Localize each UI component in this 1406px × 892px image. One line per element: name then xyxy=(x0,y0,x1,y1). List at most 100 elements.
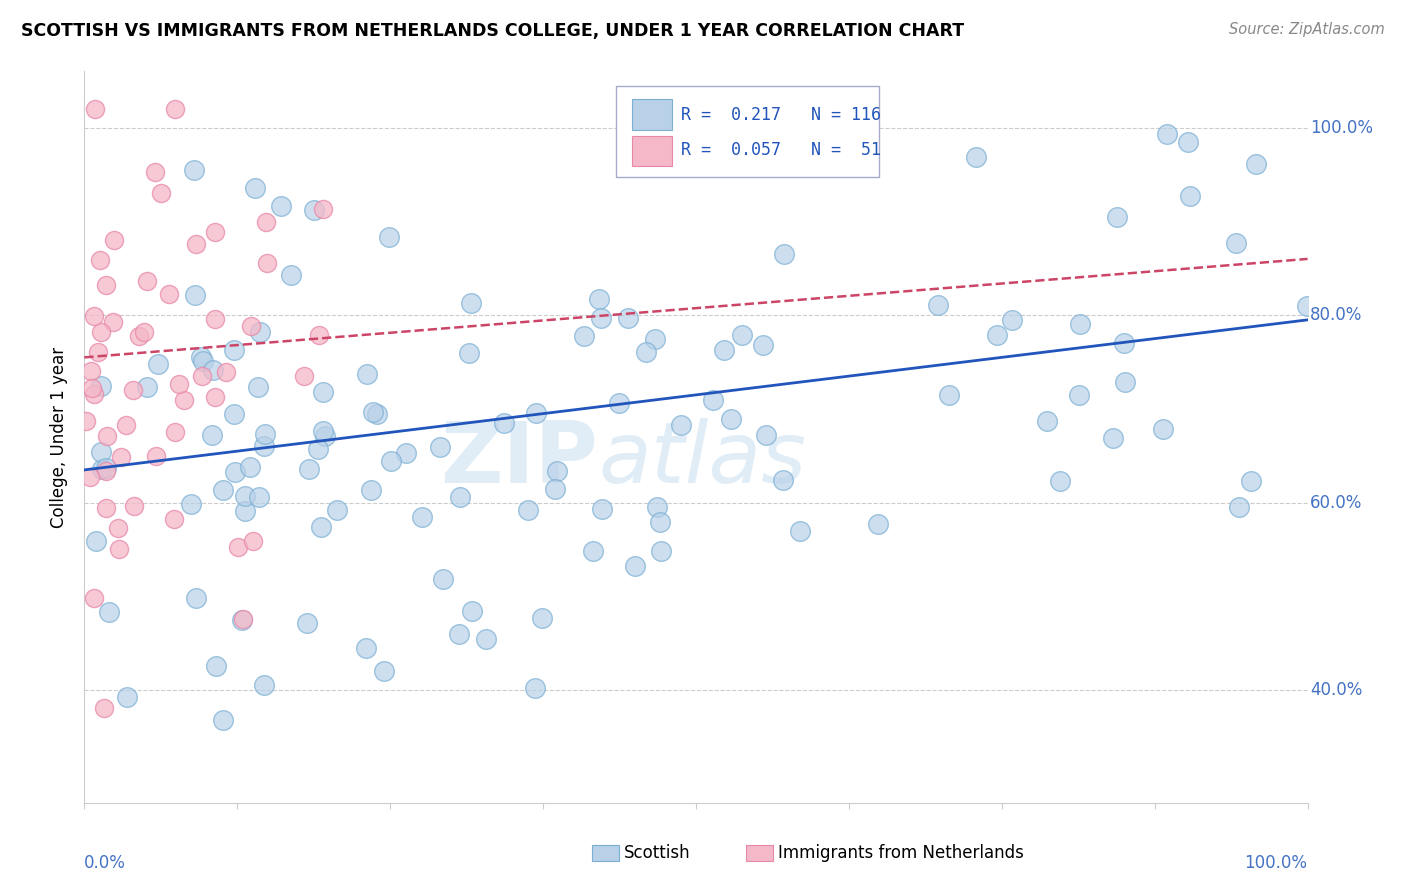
Point xyxy=(243,181,266,195)
Point xyxy=(517,503,540,517)
Text: 0.0%: 0.0% xyxy=(84,854,127,872)
Text: 80.0%: 80.0% xyxy=(1310,306,1362,324)
Point xyxy=(163,425,186,439)
Point xyxy=(927,298,949,312)
Point xyxy=(249,326,271,340)
Point xyxy=(356,367,378,381)
Point xyxy=(1177,136,1199,150)
Point xyxy=(193,353,215,368)
Bar xyxy=(592,846,619,862)
Point xyxy=(231,613,253,627)
Bar xyxy=(633,136,672,167)
Point xyxy=(83,102,105,116)
Point xyxy=(173,392,195,407)
Point xyxy=(180,497,202,511)
Point xyxy=(671,417,693,432)
Point xyxy=(107,541,129,556)
Point xyxy=(457,346,479,360)
Point xyxy=(1112,336,1135,351)
Point xyxy=(644,332,666,346)
Point xyxy=(449,490,471,504)
Point xyxy=(312,202,335,217)
Point xyxy=(94,277,117,292)
Point xyxy=(461,604,484,618)
Point xyxy=(247,380,270,394)
Point xyxy=(986,328,1008,343)
Point xyxy=(212,483,235,498)
Point xyxy=(191,368,214,383)
Point xyxy=(607,396,630,410)
Point xyxy=(524,406,547,420)
Point xyxy=(730,328,752,343)
Point xyxy=(1114,376,1136,390)
Text: Source: ZipAtlas.com: Source: ZipAtlas.com xyxy=(1229,22,1385,37)
Bar xyxy=(633,99,672,130)
Point xyxy=(591,502,613,516)
Point xyxy=(93,700,115,714)
Point xyxy=(378,230,401,244)
Point xyxy=(755,428,778,442)
Point xyxy=(107,521,129,535)
Point xyxy=(1069,317,1091,331)
Point xyxy=(233,489,256,503)
Point xyxy=(474,632,496,647)
Point xyxy=(163,102,186,116)
Text: Immigrants from Netherlands: Immigrants from Netherlands xyxy=(778,844,1024,863)
Text: 60.0%: 60.0% xyxy=(1310,494,1362,512)
Point xyxy=(494,416,516,430)
Point xyxy=(702,392,724,407)
Point xyxy=(90,325,112,339)
Point xyxy=(75,414,97,428)
Point xyxy=(184,591,207,605)
Point xyxy=(117,690,139,704)
Text: 100.0%: 100.0% xyxy=(1244,854,1308,872)
Point xyxy=(204,225,226,239)
Point xyxy=(90,379,112,393)
Point xyxy=(650,515,672,529)
Point xyxy=(312,424,335,438)
Point xyxy=(89,252,111,267)
Point xyxy=(167,377,190,392)
Point xyxy=(239,460,262,475)
Point xyxy=(201,428,224,442)
Point xyxy=(204,390,226,404)
Point xyxy=(307,442,329,456)
Point xyxy=(135,274,157,288)
Point xyxy=(1001,313,1024,327)
Point xyxy=(90,445,112,459)
Point xyxy=(588,293,610,307)
Point xyxy=(98,606,121,620)
Point xyxy=(1049,474,1071,488)
Point xyxy=(83,310,105,324)
Point xyxy=(143,165,166,179)
Point xyxy=(110,450,132,464)
Point xyxy=(789,524,811,538)
Bar xyxy=(747,846,773,862)
Point xyxy=(190,350,212,364)
Point xyxy=(531,611,554,625)
Point xyxy=(252,439,274,453)
Point xyxy=(184,288,207,302)
Point xyxy=(242,534,264,549)
Point xyxy=(253,426,276,441)
Point xyxy=(135,380,157,394)
Point xyxy=(546,464,568,478)
Point xyxy=(84,533,107,548)
Point xyxy=(146,357,169,371)
Point xyxy=(204,312,226,326)
Point xyxy=(132,325,155,339)
Point xyxy=(83,591,105,605)
Point xyxy=(254,215,277,229)
Point xyxy=(720,412,742,426)
Point xyxy=(616,310,638,325)
Point xyxy=(309,519,332,533)
Point xyxy=(80,363,103,377)
Point xyxy=(713,343,735,358)
Point xyxy=(128,329,150,343)
Point xyxy=(1295,299,1317,313)
Point xyxy=(211,713,233,727)
Point xyxy=(965,150,987,164)
Point xyxy=(380,454,402,468)
Point xyxy=(314,428,336,442)
Point xyxy=(360,483,382,497)
